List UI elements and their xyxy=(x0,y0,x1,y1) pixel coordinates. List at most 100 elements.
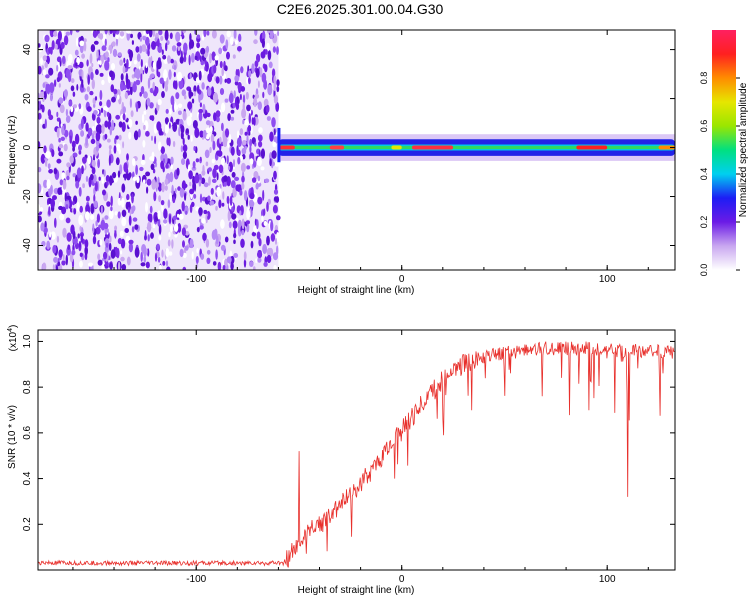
noise-speck xyxy=(179,248,184,258)
noise-speck xyxy=(191,201,195,208)
noise-speck xyxy=(226,195,230,204)
noise-speck xyxy=(129,84,133,96)
noise-speck xyxy=(260,166,265,171)
noise-speck xyxy=(168,251,173,256)
noise-speck xyxy=(112,171,117,179)
noise-speck xyxy=(103,169,106,177)
noise-speck xyxy=(75,62,78,67)
noise-speck xyxy=(49,82,55,94)
noise-speck xyxy=(49,231,52,238)
noise-speck xyxy=(273,75,277,86)
noise-speck xyxy=(38,166,42,173)
noise-speck xyxy=(103,105,108,111)
noise-speck xyxy=(189,113,193,118)
noise-speck xyxy=(257,80,260,88)
noise-speck xyxy=(63,129,69,138)
noise-speck xyxy=(173,223,179,232)
noise-speck xyxy=(91,159,96,168)
noise-speck xyxy=(76,84,79,91)
noise-speck xyxy=(160,160,165,170)
noise-speck xyxy=(172,196,176,204)
noise-speck xyxy=(241,218,245,230)
noise-speck xyxy=(240,162,246,173)
signal-band-core xyxy=(278,146,675,150)
noise-speck xyxy=(118,148,121,155)
noise-speck xyxy=(168,231,171,238)
noise-speck xyxy=(153,191,157,202)
noise-speck xyxy=(263,208,266,216)
noise-speck xyxy=(242,119,245,125)
noise-speck xyxy=(239,210,242,216)
noise-speck xyxy=(92,235,97,245)
noise-speck xyxy=(78,144,82,152)
noise-speck xyxy=(99,89,103,101)
noise-speck xyxy=(123,162,128,173)
noise-speck xyxy=(150,163,155,171)
noise-speck xyxy=(216,186,222,197)
noise-speck xyxy=(132,82,137,93)
noise-speck xyxy=(181,158,186,166)
noise-speck xyxy=(140,159,146,166)
noise-speck xyxy=(266,247,272,257)
noise-speck xyxy=(103,251,108,260)
snr-xtick-label: 0 xyxy=(399,574,405,585)
noise-speck xyxy=(61,260,66,266)
noise-speck xyxy=(164,30,169,41)
noise-speck xyxy=(222,264,226,270)
noise-speck xyxy=(246,134,249,145)
noise-speck xyxy=(266,254,272,264)
noise-speck xyxy=(54,217,57,228)
noise-speck xyxy=(242,140,247,146)
snr-xtick-label: -100 xyxy=(186,574,206,585)
noise-speck xyxy=(134,224,139,230)
noise-speck xyxy=(79,205,83,213)
noise-speck xyxy=(228,92,234,104)
noise-speck xyxy=(212,168,217,179)
noise-speck xyxy=(272,46,276,53)
noise-speck xyxy=(234,75,240,82)
noise-speck xyxy=(272,30,278,35)
noise-speck xyxy=(59,104,65,114)
noise-speck xyxy=(38,203,41,214)
signal-hotspot xyxy=(329,145,345,150)
noise-speck xyxy=(94,181,98,192)
noise-speck xyxy=(81,165,84,175)
noise-speck xyxy=(275,101,280,112)
noise-speck xyxy=(48,114,54,121)
noise-speck xyxy=(46,179,51,190)
noise-speck xyxy=(263,220,268,227)
noise-speck xyxy=(63,89,68,98)
noise-speck xyxy=(51,40,55,50)
noise-speck xyxy=(119,164,123,175)
noise-speck xyxy=(124,228,129,233)
noise-speck xyxy=(170,58,175,64)
noise-speck xyxy=(44,158,48,167)
noise-speck xyxy=(172,140,176,148)
noise-speck xyxy=(95,220,98,227)
noise-speck xyxy=(188,54,191,66)
noise-speck xyxy=(52,264,55,270)
noise-speck xyxy=(48,169,53,174)
noise-speck xyxy=(213,64,217,74)
noise-speck xyxy=(212,92,219,103)
noise-speck xyxy=(80,130,85,137)
noise-speck xyxy=(208,176,211,186)
noise-speck xyxy=(54,43,58,50)
noise-speck xyxy=(227,210,231,222)
noise-speck xyxy=(176,167,180,176)
noise-speck xyxy=(260,148,265,159)
noise-speck xyxy=(182,144,188,153)
noise-speck xyxy=(180,145,184,153)
spectrogram-xtick-label: -100 xyxy=(186,274,206,285)
noise-speck xyxy=(220,157,225,166)
noise-speck xyxy=(53,79,57,87)
noise-speck xyxy=(164,178,169,186)
noise-speck xyxy=(249,158,254,165)
noise-speck xyxy=(223,175,228,182)
noise-speck xyxy=(44,34,50,43)
noise-speck xyxy=(249,261,254,267)
noise-speck xyxy=(152,30,156,38)
noise-speck xyxy=(106,99,111,108)
noise-speck xyxy=(256,219,259,230)
noise-speck xyxy=(158,141,162,151)
